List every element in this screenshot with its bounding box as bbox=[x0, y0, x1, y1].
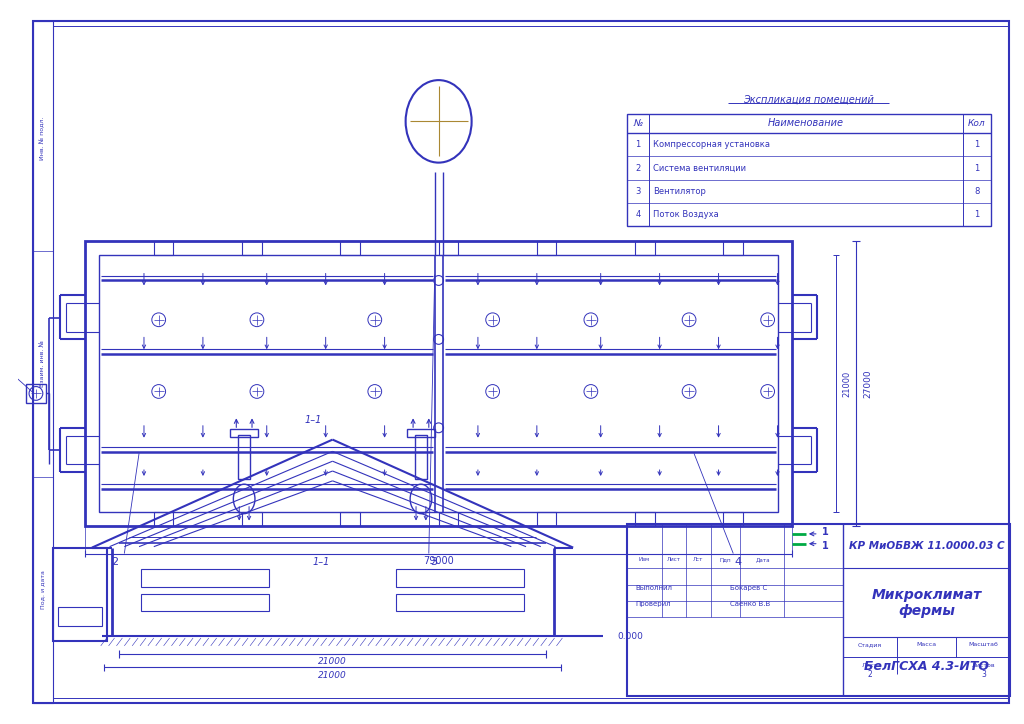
Text: Лст: Лст bbox=[692, 557, 703, 562]
Text: 21000: 21000 bbox=[843, 371, 852, 397]
Bar bbox=[537, 241, 556, 255]
Bar bbox=[239, 435, 250, 479]
Text: 1: 1 bbox=[635, 140, 641, 149]
Text: Бокарев С: Бокарев С bbox=[730, 585, 768, 591]
Text: Пдп: Пдп bbox=[720, 557, 731, 562]
Text: Поток Воздуха: Поток Воздуха bbox=[652, 210, 719, 219]
Bar bbox=[27, 384, 46, 403]
Text: КР МиОБВЖ 11.0000.03 С: КР МиОБВЖ 11.0000.03 С bbox=[849, 541, 1005, 551]
Text: 1–1: 1–1 bbox=[312, 557, 330, 568]
Text: Компрессорная установка: Компрессорная установка bbox=[652, 140, 770, 149]
Text: Система вентиляции: Система вентиляции bbox=[652, 164, 745, 172]
Text: 1: 1 bbox=[974, 140, 980, 149]
Bar bbox=[635, 241, 654, 255]
Bar bbox=[33, 21, 52, 703]
Bar bbox=[396, 594, 524, 612]
Text: Наименование: Наименование bbox=[768, 118, 844, 128]
Text: 1: 1 bbox=[822, 527, 829, 537]
Bar bbox=[98, 255, 778, 513]
Text: Микроклимат
фермы: Микроклимат фермы bbox=[871, 588, 982, 618]
Text: 21000: 21000 bbox=[318, 657, 347, 666]
Bar bbox=[141, 569, 268, 587]
Bar bbox=[396, 569, 524, 587]
Bar bbox=[628, 114, 990, 227]
Bar bbox=[723, 513, 743, 526]
Bar bbox=[85, 241, 793, 526]
Bar bbox=[52, 547, 106, 641]
Text: Лист: Лист bbox=[667, 557, 680, 562]
Bar bbox=[635, 513, 654, 526]
Text: Изм: Изм bbox=[638, 557, 649, 562]
Bar bbox=[230, 429, 258, 437]
Bar bbox=[537, 513, 556, 526]
Text: 3: 3 bbox=[430, 557, 437, 568]
Bar bbox=[438, 513, 459, 526]
Text: Саенко В.В: Саенко В.В bbox=[730, 601, 771, 607]
Text: 0.000: 0.000 bbox=[617, 631, 643, 641]
Text: Стадия: Стадия bbox=[858, 642, 882, 647]
Text: Дата: Дата bbox=[756, 557, 770, 562]
Bar bbox=[57, 607, 101, 626]
Bar bbox=[340, 513, 360, 526]
Text: 1: 1 bbox=[974, 210, 980, 219]
Text: Экспликация помещений: Экспликация помещений bbox=[743, 95, 874, 105]
Text: БелГСХА 4.3-ИТО: БелГСХА 4.3-ИТО bbox=[864, 660, 989, 673]
Bar bbox=[154, 241, 173, 255]
Text: №: № bbox=[633, 119, 643, 128]
Text: Под. и дата: Под. и дата bbox=[40, 571, 45, 610]
Text: Листов: Листов bbox=[972, 663, 995, 668]
Text: 21000: 21000 bbox=[318, 671, 347, 680]
Text: Масштаб: Масштаб bbox=[969, 642, 998, 647]
Bar bbox=[723, 241, 743, 255]
Text: Инв. № подл.: Инв. № подл. bbox=[40, 117, 45, 160]
Text: Выполнил: Выполнил bbox=[635, 585, 672, 591]
Bar bbox=[154, 513, 173, 526]
Text: Взаим. инв. №: Взаим. инв. № bbox=[40, 340, 45, 387]
Text: 4: 4 bbox=[734, 557, 741, 568]
Text: Масса: Масса bbox=[916, 642, 937, 647]
Text: 27000: 27000 bbox=[863, 369, 872, 398]
Bar bbox=[438, 241, 459, 255]
Bar bbox=[415, 435, 427, 479]
Text: Проверил: Проверил bbox=[635, 601, 671, 607]
Text: Лист: Лист bbox=[862, 663, 878, 668]
Text: Вентилятор: Вентилятор bbox=[652, 187, 706, 196]
Text: 3: 3 bbox=[635, 187, 641, 196]
Text: 1: 1 bbox=[822, 541, 829, 551]
Text: Кол: Кол bbox=[968, 119, 986, 128]
Text: 3: 3 bbox=[981, 670, 986, 679]
Text: 4: 4 bbox=[635, 210, 641, 219]
Text: 2: 2 bbox=[111, 557, 118, 568]
Text: 1: 1 bbox=[974, 164, 980, 172]
Bar bbox=[243, 513, 262, 526]
Text: 2: 2 bbox=[867, 670, 872, 679]
Text: 2: 2 bbox=[635, 164, 641, 172]
Bar bbox=[340, 241, 360, 255]
Bar bbox=[141, 594, 268, 612]
Bar bbox=[243, 241, 262, 255]
Text: 79000: 79000 bbox=[423, 556, 454, 566]
Bar bbox=[628, 524, 1011, 696]
Text: 1–1: 1–1 bbox=[304, 415, 322, 425]
Text: 8: 8 bbox=[974, 187, 980, 196]
Bar bbox=[408, 429, 435, 437]
